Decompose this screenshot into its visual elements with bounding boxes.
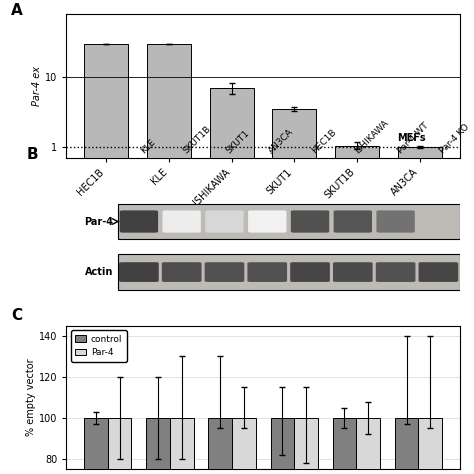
Text: KLE: KLE	[139, 138, 157, 156]
Text: Par-4: Par-4	[84, 217, 114, 227]
FancyBboxPatch shape	[334, 210, 372, 233]
Bar	[273, 109, 317, 474]
Y-axis label: % empty vector: % empty vector	[26, 359, 36, 436]
FancyBboxPatch shape	[333, 262, 373, 282]
Bar	[335, 146, 379, 474]
FancyBboxPatch shape	[419, 262, 458, 282]
FancyBboxPatch shape	[120, 210, 158, 233]
Text: HEC1B: HEC1B	[310, 128, 338, 156]
Bar	[147, 44, 191, 474]
Text: B: B	[27, 147, 39, 162]
FancyBboxPatch shape	[205, 210, 244, 233]
Text: Par-4 KO: Par-4 KO	[438, 123, 472, 156]
Bar	[356, 418, 380, 474]
Text: Actin: Actin	[85, 267, 114, 277]
Text: SKUT1: SKUT1	[225, 129, 251, 156]
Bar	[84, 44, 128, 474]
Bar	[108, 418, 131, 474]
Legend: control, Par-4: control, Par-4	[71, 330, 127, 362]
Bar	[395, 418, 418, 474]
Text: AN3CA: AN3CA	[267, 128, 295, 156]
Bar	[209, 418, 232, 474]
Bar	[333, 418, 356, 474]
Y-axis label: Par-4 ex: Par-4 ex	[32, 66, 42, 106]
FancyBboxPatch shape	[205, 262, 244, 282]
Text: MEFs: MEFs	[397, 133, 426, 143]
Bar	[294, 418, 318, 474]
Bar	[271, 418, 294, 474]
Text: ISHIKAWA: ISHIKAWA	[353, 118, 390, 156]
Bar	[118, 204, 460, 239]
FancyBboxPatch shape	[119, 262, 159, 282]
Text: C: C	[11, 309, 22, 323]
Text: SKUT1B: SKUT1B	[182, 125, 213, 156]
Bar	[418, 418, 442, 474]
FancyBboxPatch shape	[290, 262, 330, 282]
FancyBboxPatch shape	[376, 262, 415, 282]
Bar	[232, 418, 255, 474]
Bar	[170, 418, 193, 474]
Bar	[210, 88, 254, 474]
Bar	[84, 418, 108, 474]
FancyBboxPatch shape	[247, 262, 287, 282]
Bar	[146, 418, 170, 474]
FancyBboxPatch shape	[291, 210, 329, 233]
FancyBboxPatch shape	[163, 210, 201, 233]
FancyBboxPatch shape	[376, 210, 415, 233]
Bar	[398, 147, 442, 474]
FancyBboxPatch shape	[162, 262, 201, 282]
Bar	[118, 255, 460, 290]
FancyBboxPatch shape	[248, 210, 286, 233]
Text: Par-4 WT: Par-4 WT	[396, 121, 430, 156]
Text: A: A	[11, 3, 23, 18]
